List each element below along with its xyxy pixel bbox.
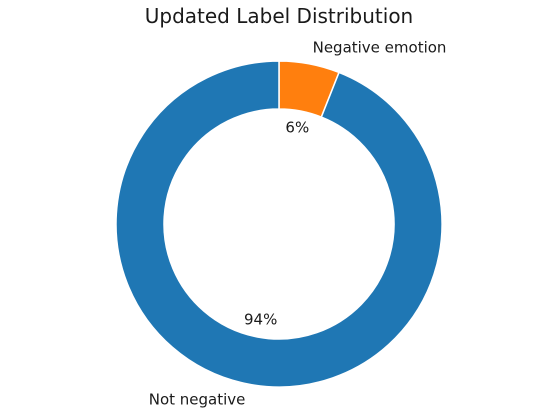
category-label: Not negative: [149, 391, 246, 409]
percent-label: 94%: [244, 311, 277, 329]
category-label: Negative emotion: [313, 38, 447, 56]
percent-label: 6%: [285, 118, 309, 136]
slice-not-negative: [115, 60, 443, 388]
labels-group: Negative emotion 6% Not negative 94%: [149, 38, 447, 408]
chart-title: Updated Label Distribution: [145, 4, 413, 28]
slices-group: [115, 60, 443, 388]
